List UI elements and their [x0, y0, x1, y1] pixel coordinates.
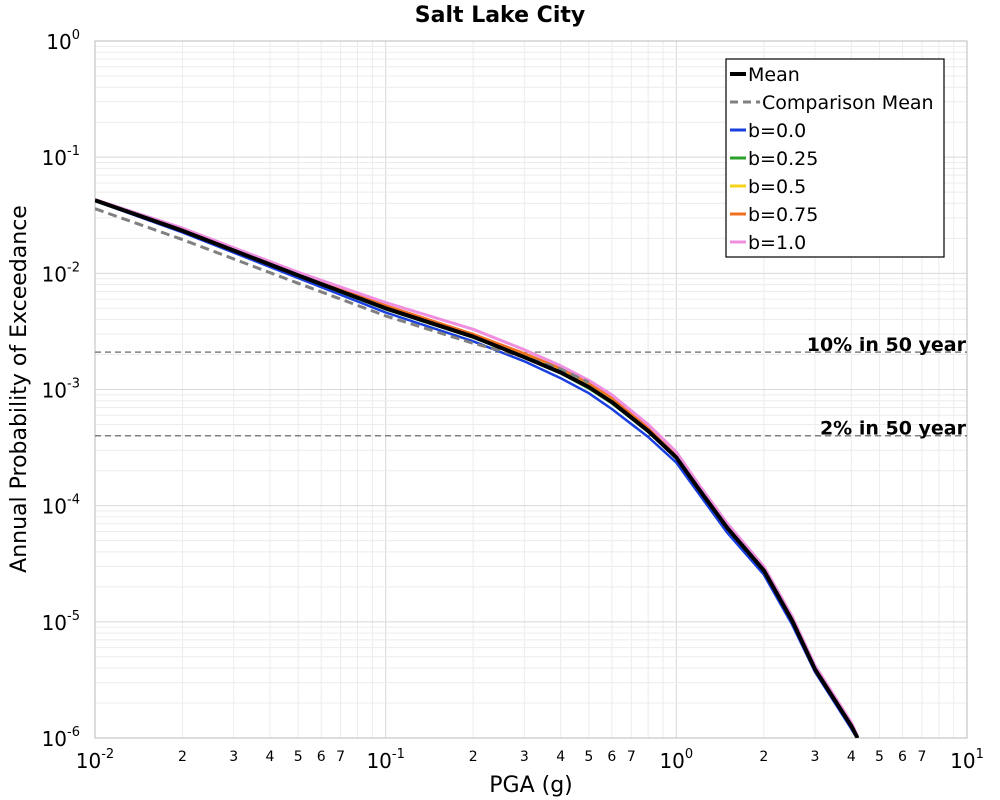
x-minor-tick-label: 2 — [759, 749, 768, 765]
y-tick-label: 100 — [46, 28, 80, 54]
x-minor-tick-label: 5 — [875, 749, 884, 765]
y-tick-label: 10-4 — [42, 493, 80, 519]
x-minor-tick-label: 2 — [178, 749, 187, 765]
grid — [94, 41, 967, 739]
legend-label: b=0.0 — [748, 120, 806, 142]
y-axis-ticks: 100 10-1 10-2 10-3 10-4 10-5 10-6 — [42, 28, 80, 751]
reference-line-label: 10% in 50 year — [807, 334, 967, 356]
y-tick-label: 10-6 — [42, 725, 80, 751]
x-minor-tick-label: 2 — [469, 749, 478, 765]
x-minor-tick-label: 7 — [336, 749, 345, 765]
series-line — [95, 207, 590, 384]
reference-line-label: 2% in 50 year — [820, 418, 967, 440]
x-tick-label: 101 — [950, 747, 984, 773]
y-tick-label: 10-5 — [42, 609, 80, 635]
y-tick-label: 10-3 — [42, 377, 80, 403]
series-line — [95, 198, 860, 738]
y-tick-label: 10-2 — [42, 260, 80, 286]
legend-label: b=0.25 — [748, 148, 818, 170]
x-tick-label: 10-2 — [76, 747, 114, 773]
x-minor-tick-label: 6 — [317, 749, 326, 765]
legend-label: b=0.75 — [748, 204, 818, 226]
x-minor-tick-label: 5 — [584, 749, 593, 765]
legend: Mean Comparison Mean b=0.0 b=0.25 b=0.5 b=0.7… — [725, 58, 945, 258]
y-axis-label: Annual Probability of Exceedance — [7, 205, 32, 573]
x-minor-tick-label: 4 — [847, 749, 856, 765]
series-line — [95, 199, 859, 738]
legend-label: Mean — [748, 64, 800, 86]
x-minor-tick-label: 6 — [607, 749, 616, 765]
chart-title: Salt Lake City — [415, 3, 585, 28]
x-minor-tick-label: 5 — [294, 749, 303, 765]
series-line — [95, 198, 859, 737]
x-minor-tick-label: 7 — [918, 749, 927, 765]
series-line — [95, 199, 859, 738]
x-minor-tick-label: 6 — [898, 749, 907, 765]
x-minor-tick-label: 4 — [556, 749, 565, 765]
x-minor-tick-label: 3 — [811, 749, 820, 765]
x-tick-label: 100 — [659, 747, 693, 773]
x-minor-tick-label: 7 — [627, 749, 636, 765]
plot-frame — [94, 40, 968, 739]
x-minor-tick-label: 3 — [229, 749, 238, 765]
x-axis-label: PGA (g) — [489, 773, 573, 798]
reference-lines: 10% in 50 year 2% in 50 year — [95, 334, 967, 440]
x-minor-tick-label: 4 — [266, 749, 275, 765]
series-group — [95, 198, 860, 738]
x-tick-label: 10-1 — [366, 747, 404, 773]
x-minor-tick-label: 3 — [520, 749, 529, 765]
legend-label: b=0.5 — [748, 176, 806, 198]
y-tick-label: 10-1 — [42, 144, 80, 170]
legend-label: b=1.0 — [748, 232, 806, 254]
legend-label: Comparison Mean — [762, 92, 934, 114]
legend-box — [725, 58, 945, 258]
